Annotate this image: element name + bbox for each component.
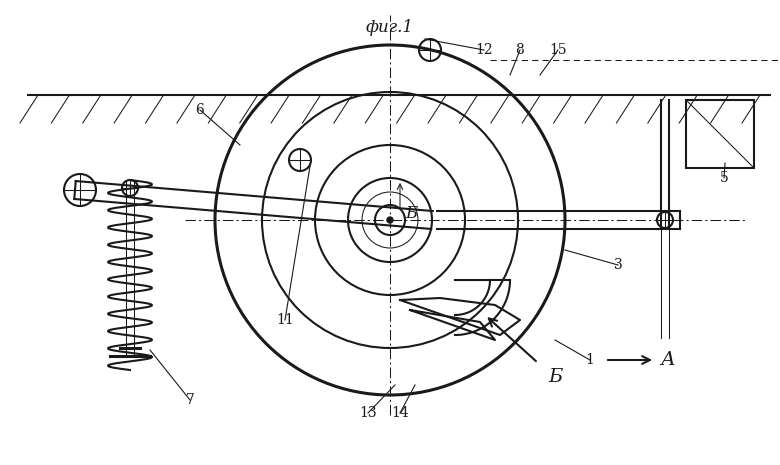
Circle shape bbox=[387, 217, 393, 223]
Text: 1: 1 bbox=[586, 353, 594, 367]
Text: 7: 7 bbox=[186, 393, 194, 407]
Text: 3: 3 bbox=[614, 258, 622, 272]
Text: 8: 8 bbox=[516, 43, 524, 57]
Bar bbox=[686, 100, 754, 168]
Text: 13: 13 bbox=[359, 406, 377, 420]
Text: А: А bbox=[660, 351, 675, 369]
Text: 15: 15 bbox=[549, 43, 567, 57]
Text: Б: Б bbox=[405, 205, 417, 222]
Text: 6: 6 bbox=[196, 103, 204, 117]
Text: 5: 5 bbox=[720, 171, 729, 185]
Text: Б: Б bbox=[548, 368, 562, 386]
Text: 11: 11 bbox=[276, 313, 294, 327]
Text: 14: 14 bbox=[391, 406, 409, 420]
Text: фиг.1: фиг.1 bbox=[366, 19, 414, 35]
Text: 12: 12 bbox=[475, 43, 493, 57]
